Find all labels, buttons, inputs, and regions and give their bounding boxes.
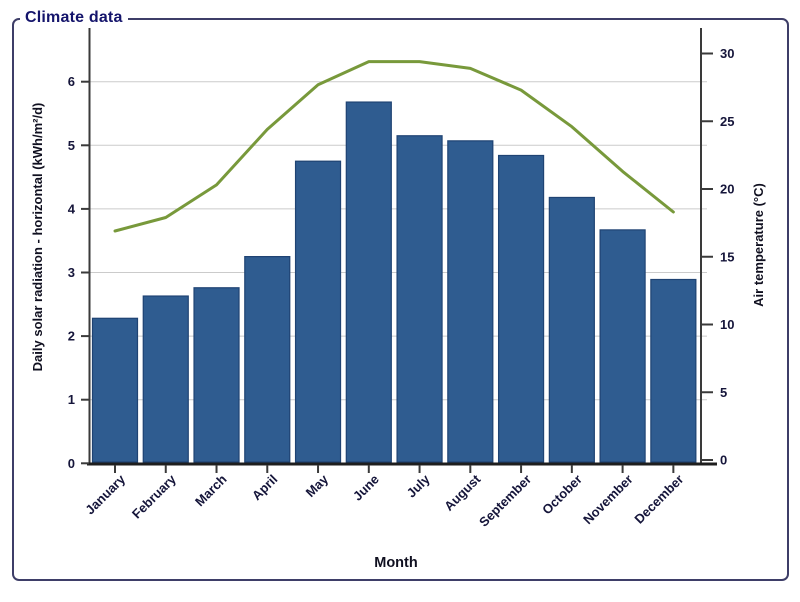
bar-october	[548, 196, 595, 463]
x-axis-title: Month	[374, 555, 417, 571]
x-axis-tick-label: May	[303, 471, 332, 500]
right-axis-tick-label: 25	[720, 114, 734, 129]
left-axis-tick-label: 1	[68, 392, 75, 407]
x-axis-tick-label: April	[249, 472, 281, 504]
left-axis-tick-label: 6	[68, 74, 75, 89]
bar-april	[244, 256, 291, 463]
air-temperature-line	[113, 60, 675, 233]
x-axis-tick-label: January	[82, 471, 128, 517]
bar-february	[142, 295, 189, 463]
panel-title: Climate data	[20, 9, 128, 27]
bar-september	[497, 154, 545, 463]
bar-december	[650, 278, 697, 463]
right-axis-tick-label: 5	[720, 385, 727, 400]
left-axis-tick-label: 2	[68, 329, 75, 344]
bar-may	[294, 160, 342, 463]
right-axis-title: Air temperature (°C)	[751, 183, 766, 307]
x-axis-tick-label: March	[192, 471, 230, 509]
left-axis-tick-label: 5	[68, 138, 75, 153]
x-axis-tick-label: August	[441, 471, 484, 514]
x-axis-tick-label: July	[404, 471, 434, 501]
left-axis-tick-label: 4	[68, 201, 76, 216]
right-axis-tick-label: 10	[720, 317, 734, 332]
left-axis-title: Daily solar radiation - horizontal (kWh/…	[30, 103, 45, 372]
right-axis-tick-label: 0	[720, 453, 727, 468]
bar-january	[91, 317, 139, 463]
right-axis-tick-label: 20	[720, 182, 734, 197]
left-axis-tick-label: 3	[68, 265, 75, 280]
x-axis-tick-label: September	[476, 472, 534, 530]
bar-november	[599, 229, 646, 463]
x-axis-tick-label: October	[539, 472, 585, 518]
x-axis-tick-label: December	[631, 472, 686, 527]
bar-march	[193, 287, 240, 463]
x-axis-tick-label: February	[129, 471, 179, 521]
x-axis-tick-label: November	[580, 472, 636, 528]
bar-june	[345, 101, 392, 463]
bar-july	[396, 135, 443, 463]
x-axis-tick-label: June	[350, 472, 382, 504]
left-axis-tick-label: 0	[68, 456, 75, 471]
right-axis-tick-label: 30	[720, 46, 734, 61]
bar-august	[447, 140, 494, 463]
right-axis-tick-label: 15	[720, 249, 734, 264]
